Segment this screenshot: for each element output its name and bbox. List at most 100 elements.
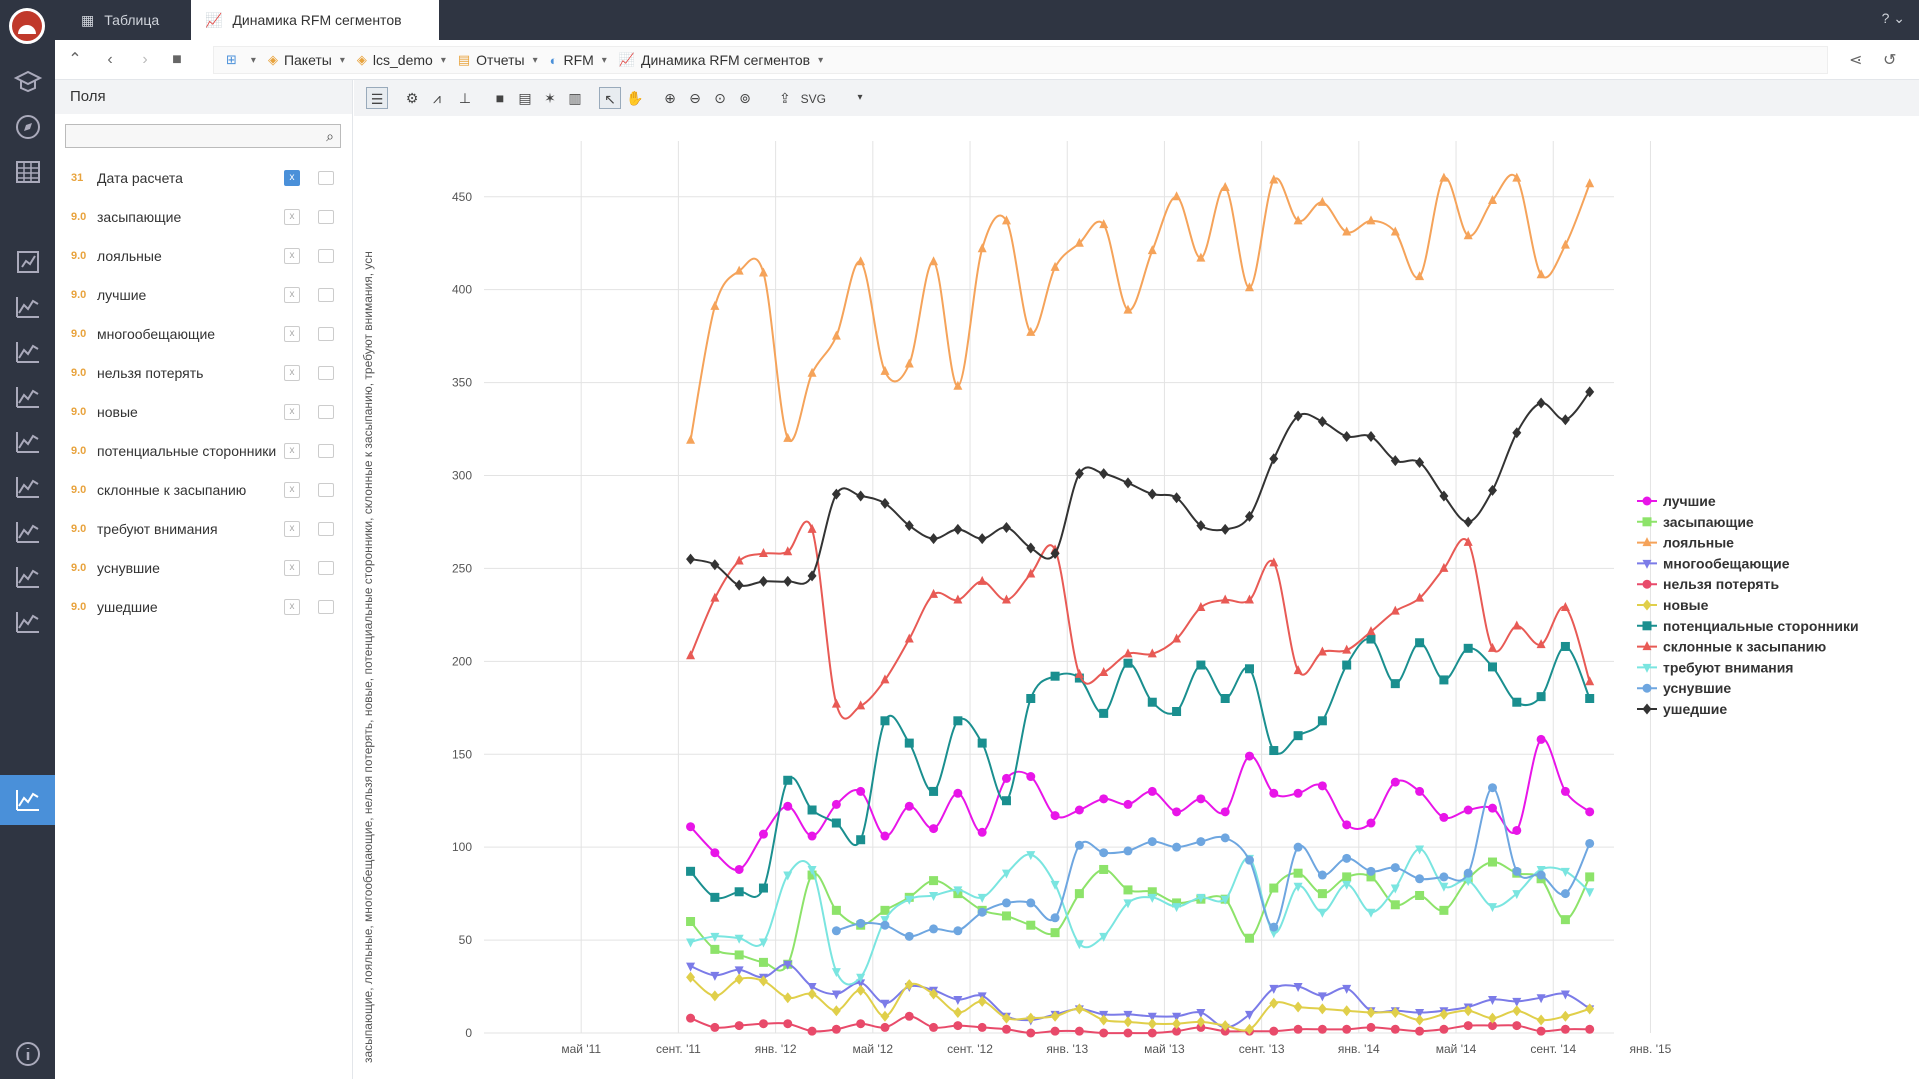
line-chart-icon[interactable]	[0, 507, 55, 557]
series-line	[689, 738, 1591, 871]
zoom-in-icon[interactable]: ⊕	[664, 90, 676, 106]
data-point	[1487, 857, 1497, 867]
field-row[interactable]: 9.0 лояльные x	[55, 240, 353, 272]
field-options-icon[interactable]	[318, 210, 334, 224]
chevron-up-icon[interactable]: ⌃	[68, 51, 82, 68]
line-chart-icon[interactable]	[0, 552, 55, 602]
zoom-fit-icon[interactable]: ⊙	[714, 90, 726, 106]
zoom-reset-icon[interactable]: ⊚	[739, 90, 751, 106]
field-row[interactable]: 9.0 склонные к засыпанию x	[55, 474, 353, 506]
data-point	[1001, 522, 1011, 534]
axis-toggle-icon[interactable]: x	[284, 170, 300, 186]
field-options-icon[interactable]	[318, 561, 334, 575]
field-options-icon[interactable]	[318, 600, 334, 614]
axis-toggle-icon[interactable]: x	[284, 443, 300, 459]
field-row[interactable]: 9.0 многообещающие x	[55, 318, 353, 350]
field-options-icon[interactable]	[318, 288, 334, 302]
breadcrumb-item[interactable]: ◈ Пакеты ▾	[267, 52, 345, 68]
field-row[interactable]: 9.0 лучшие x	[55, 279, 353, 311]
video-icon[interactable]: ■	[495, 90, 505, 106]
field-row[interactable]: 31 Дата расчета x	[55, 162, 353, 194]
sitemap-icon[interactable]: ⊞ ▾	[226, 52, 256, 67]
save-icon[interactable]: ■	[172, 51, 182, 68]
field-row[interactable]: 9.0 засыпающие x	[55, 201, 353, 233]
forward-icon[interactable]: ›	[142, 51, 148, 68]
line-chart-icon[interactable]	[0, 327, 55, 377]
axis-toggle-icon[interactable]: x	[284, 248, 300, 264]
data-point	[1463, 643, 1473, 653]
field-row[interactable]: 9.0 нельзя потерять x	[55, 357, 353, 389]
field-options-icon[interactable]	[318, 405, 334, 419]
export-svg-button[interactable]: ⇪ SVG	[779, 87, 849, 109]
list-icon[interactable]: ☰	[366, 87, 388, 109]
help-icon[interactable]: ? ⌄	[1881, 10, 1905, 26]
axis-toggle-icon[interactable]: x	[284, 209, 300, 225]
field-options-icon[interactable]	[318, 522, 334, 536]
line-chart-icon[interactable]	[0, 775, 55, 825]
data-point	[1463, 516, 1473, 528]
series-line	[690, 1015, 1590, 1035]
search-icon[interactable]: ⌕	[326, 128, 334, 144]
axis-toggle-icon[interactable]: x	[284, 521, 300, 537]
field-options-icon[interactable]	[318, 366, 334, 380]
line-chart-icon[interactable]	[0, 417, 55, 467]
breadcrumb-item[interactable]: 📈 Динамика RFM сегментов ▾	[618, 52, 824, 68]
data-point	[831, 698, 841, 708]
data-point	[1172, 1012, 1182, 1022]
tab-table[interactable]: ▦ Таблица	[67, 0, 245, 40]
line-chart-icon[interactable]	[0, 597, 55, 647]
line-chart-icon[interactable]: ⩘	[433, 90, 441, 106]
compass-icon[interactable]	[0, 102, 55, 152]
share-icon[interactable]: ⋖	[1849, 52, 1863, 69]
data-point	[1560, 1024, 1570, 1034]
back-icon[interactable]: ‹	[107, 51, 113, 68]
report-icon[interactable]	[0, 237, 55, 287]
fields-panel-title: Поля	[55, 80, 352, 114]
tab-rfm-dynamics[interactable]: 📈 Динамика RFM сегментов	[191, 0, 439, 40]
field-options-icon[interactable]	[318, 327, 334, 341]
axis-toggle-icon[interactable]: x	[284, 404, 300, 420]
field-row[interactable]: 9.0 уснувшие x	[55, 552, 353, 584]
data-point	[1244, 751, 1254, 761]
field-row[interactable]: 9.0 требуют внимания x	[55, 513, 353, 545]
bar-chart-icon[interactable]: ▥	[568, 90, 582, 106]
breadcrumb-item[interactable]: ◈ lcs_demo ▾	[356, 52, 446, 68]
axis-toggle-icon[interactable]: x	[284, 482, 300, 498]
line-chart-icon[interactable]	[0, 372, 55, 422]
field-row[interactable]: 9.0 потенциальные сторонники x	[55, 435, 353, 467]
axis-toggle-icon[interactable]: x	[284, 599, 300, 615]
layout-icon[interactable]: ▤	[518, 90, 532, 106]
info-icon[interactable]	[0, 1029, 55, 1079]
axis-icon[interactable]: ⊥	[458, 90, 472, 106]
axis-toggle-icon[interactable]: x	[284, 560, 300, 576]
chevron-down-icon[interactable]: ▾	[857, 92, 863, 103]
data-point	[1487, 662, 1497, 672]
field-options-icon[interactable]	[318, 444, 334, 458]
axis-toggle-icon[interactable]: x	[284, 287, 300, 303]
field-row[interactable]: 9.0 ушедшие x	[55, 591, 353, 623]
refresh-icon[interactable]: ↺	[1883, 52, 1897, 69]
line-chart-icon[interactable]	[0, 282, 55, 332]
data-point	[1439, 905, 1449, 915]
axis-toggle-icon[interactable]: x	[284, 326, 300, 342]
line-chart-icon[interactable]	[0, 462, 55, 512]
zoom-out-icon[interactable]: ⊖	[689, 90, 701, 106]
gear-icon[interactable]: ⚙	[405, 90, 419, 106]
x-tick-label: май '11	[561, 1042, 601, 1056]
telescope-icon[interactable]: ✶	[544, 90, 556, 106]
breadcrumb-item[interactable]: ▤ Отчеты ▾	[457, 52, 538, 68]
field-row[interactable]: 9.0 новые x	[55, 396, 353, 428]
data-point	[1244, 1023, 1254, 1035]
field-options-icon[interactable]	[318, 171, 334, 185]
fields-search-input[interactable]: ⌕	[65, 124, 341, 148]
table-grid-icon[interactable]	[0, 147, 55, 197]
hand-icon[interactable]: ✋	[626, 90, 644, 106]
axis-toggle-icon[interactable]: x	[284, 365, 300, 381]
pointer-icon[interactable]: ↖	[599, 87, 621, 109]
graduation-cap-icon[interactable]	[0, 57, 55, 107]
field-options-icon[interactable]	[318, 483, 334, 497]
app-logo[interactable]	[9, 8, 45, 44]
field-options-icon[interactable]	[318, 249, 334, 263]
breadcrumb-item[interactable]: ◐ RFM ▾	[549, 52, 607, 68]
data-point	[1172, 903, 1182, 913]
